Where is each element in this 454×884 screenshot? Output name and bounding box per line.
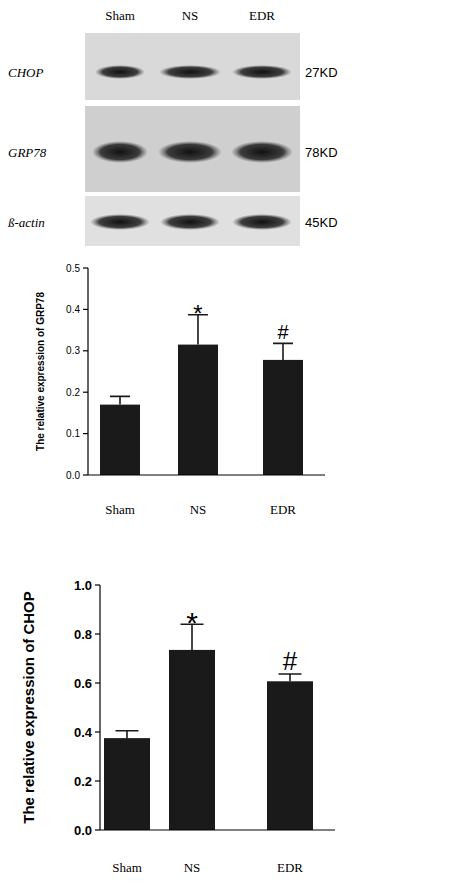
y-tick [83, 474, 88, 475]
y-tick-label: 0.2 [74, 774, 92, 789]
protein-label: GRP78 [8, 145, 47, 160]
y-axis-label: The relative expression of GRP78 [35, 292, 46, 451]
blot-band [90, 214, 150, 230]
error-bar [110, 396, 130, 404]
bar [100, 405, 140, 475]
marks [100, 315, 303, 475]
protein-label: ß-actin [7, 215, 45, 230]
protein-label: CHOP [8, 65, 43, 80]
y-tick [83, 350, 88, 351]
y-tick [83, 309, 88, 310]
y-tick [83, 392, 88, 393]
size-label: 78KD [305, 145, 338, 160]
y-tick-label: 0.2 [66, 387, 80, 398]
y-axis-label: The relative expression of CHOP [20, 591, 37, 824]
bar-chart: 0.0 0.1 0.2 0.3 0.4 0.5 Sham NS EDR The relative … [35, 263, 325, 518]
y-tick-label: 0.6 [74, 676, 92, 691]
y-tick-label: 0.0 [74, 823, 92, 838]
blot-band [95, 65, 145, 79]
blot-band [231, 141, 293, 163]
figure: Sham NS EDR CHOP 27KD GRP78 78KD ß-actin 45KD 0.0… [0, 0, 454, 884]
y-tick [95, 731, 100, 732]
blot-panel [85, 106, 300, 192]
blot-band [158, 141, 222, 163]
y-tick [95, 584, 100, 585]
bar [104, 738, 150, 830]
y-tick-label: 0.8 [74, 627, 92, 642]
blot-panel [85, 196, 300, 246]
x-axis [100, 829, 335, 830]
annotation: # [277, 321, 289, 343]
x-tick-label: NS [184, 860, 201, 875]
x-tick-label: Sham [112, 860, 142, 875]
annotation: # [283, 646, 298, 676]
bar [169, 650, 215, 830]
y-axis [99, 585, 100, 830]
lane-label: EDR [249, 8, 275, 23]
blot-band [232, 65, 292, 79]
y-tick-label: 0.3 [66, 345, 80, 356]
y-tick [95, 829, 100, 830]
error-bar [273, 343, 293, 360]
y-tick-label: 1.0 [74, 578, 92, 593]
y-tick-label: 0.4 [74, 725, 93, 740]
blot-panel [85, 33, 300, 100]
y-tick-label: 0.0 [66, 470, 80, 481]
y-tick [95, 682, 100, 683]
y-tick [83, 433, 88, 434]
y-tick [95, 780, 100, 781]
lane-label: Sham [105, 8, 135, 23]
blot-band [160, 214, 220, 230]
bar [267, 681, 313, 830]
annotation: * [186, 606, 198, 639]
error-bar [116, 731, 139, 738]
y-tick [95, 633, 100, 634]
x-tick-label: EDR [270, 502, 296, 517]
bar [178, 345, 218, 475]
western-blot: Sham NS EDR CHOP 27KD GRP78 78KD ß-actin 45KD [7, 8, 338, 246]
x-tick-label: Sham [105, 502, 135, 517]
size-label: 45KD [305, 215, 338, 230]
blot-band [159, 65, 221, 79]
y-tick-label: 0.4 [66, 304, 80, 315]
blot-band [232, 214, 292, 230]
lane-label: NS [182, 8, 199, 23]
marks [104, 624, 313, 830]
y-tick-label: 0.1 [66, 428, 80, 439]
x-tick-label: EDR [277, 860, 303, 875]
y-tick [83, 267, 88, 268]
x-axis [88, 474, 325, 475]
bar [263, 360, 303, 475]
blot-band [92, 141, 148, 163]
bar-chart: 0.0 0.2 0.4 0.6 0.8 1.0 Sham NS EDR The relative … [20, 578, 335, 875]
y-tick-label: 0.5 [66, 263, 80, 274]
annotation: * [193, 300, 202, 327]
y-axis [87, 268, 88, 475]
x-tick-label: NS [190, 502, 207, 517]
size-label: 27KD [305, 65, 338, 80]
